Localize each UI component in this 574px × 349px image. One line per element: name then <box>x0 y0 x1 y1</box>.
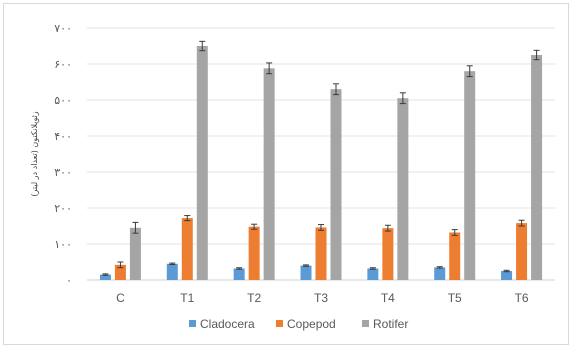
y-tick-label: ۲۰۰ <box>54 202 72 215</box>
x-tick-labels: C T1 T2 T3 T4 T5 T6 <box>116 291 529 305</box>
bar-copepod-c <box>114 264 126 280</box>
error-bar <box>518 219 525 227</box>
legend-label: Copepod <box>287 317 336 331</box>
bar-cladocera-c <box>99 274 111 280</box>
x-tick-label: T3 <box>314 291 328 305</box>
error-bar <box>333 83 339 96</box>
legend-item-copepod: Copepod <box>276 317 336 331</box>
legend-item-rotifer: Rotifer <box>362 317 408 331</box>
legend-swatch <box>189 320 196 327</box>
bar-rotifer-t1 <box>196 46 208 280</box>
x-tick-label: C <box>116 291 125 305</box>
y-tick-labels: ۰ ۱۰۰ ۲۰۰ ۳۰۰ ۴۰۰ ۵۰۰ ۶۰۰ ۷۰۰ <box>54 22 72 287</box>
legend-label: Cladocera <box>200 317 255 331</box>
x-tick-label: T2 <box>247 291 261 305</box>
y-tick-label: ۷۰۰ <box>54 22 72 35</box>
error-bar <box>451 229 458 236</box>
y-tick-label: ۶۰۰ <box>54 58 72 71</box>
error-bar <box>384 224 391 232</box>
y-tick-label: ۵۰۰ <box>54 94 72 107</box>
error-bar <box>533 49 540 61</box>
y-tick-label: ۴۰۰ <box>54 130 72 143</box>
y-tick-label: ۱۰۰ <box>54 238 72 251</box>
error-bar <box>184 215 191 222</box>
y-axis-label: زئوپلانکتون (تعداد در لیتر) <box>30 111 39 196</box>
error-bar <box>399 92 406 105</box>
bar-copepod-t4 <box>382 228 394 280</box>
bar-cladocera-t3 <box>300 265 312 280</box>
legend-item-cladocera: Cladocera <box>189 317 255 331</box>
error-bar <box>169 262 176 266</box>
error-bar <box>266 62 273 75</box>
error-bar <box>199 40 206 52</box>
bar-copepod-t1 <box>181 218 193 280</box>
error-bar <box>102 273 109 276</box>
error-bar <box>303 264 309 267</box>
bar-copepod-t6 <box>516 223 528 280</box>
error-bar <box>117 261 124 269</box>
error-bar <box>318 224 324 231</box>
error-bar <box>503 269 510 273</box>
legend: Cladocera Copepod Rotifer <box>189 317 408 331</box>
x-tick-label: T5 <box>448 291 462 305</box>
legend-swatch <box>362 320 369 327</box>
error-bar <box>466 65 473 78</box>
gridlines <box>87 27 555 281</box>
legend-swatch <box>276 320 283 327</box>
error-bar <box>132 221 139 234</box>
error-bar <box>251 223 258 230</box>
bar-rotifer-t4 <box>397 98 409 280</box>
bar-rotifer-t2 <box>263 68 275 280</box>
bar-cladocera-t1 <box>166 263 178 280</box>
bar-cladocera-t5 <box>434 267 446 280</box>
error-bar <box>236 267 243 270</box>
bar-copepod-t2 <box>248 226 260 280</box>
error-bar <box>436 266 443 269</box>
y-tick-label: ۰ <box>66 274 72 287</box>
bar-rotifer-c <box>129 227 141 280</box>
error-bars <box>102 40 540 276</box>
error-bar <box>369 267 376 270</box>
bars <box>99 46 543 280</box>
x-tick-label: T4 <box>381 291 395 305</box>
x-tick-label: T1 <box>180 291 194 305</box>
legend-label: Rotifer <box>373 317 408 331</box>
bar-cladocera-t6 <box>501 271 513 280</box>
y-tick-label: ۳۰۰ <box>54 166 72 179</box>
bar-cladocera-t2 <box>233 268 245 280</box>
bar-rotifer-t5 <box>464 71 476 280</box>
bar-cladocera-t4 <box>367 268 379 280</box>
bar-copepod-t3 <box>315 227 327 280</box>
x-tick-label: T6 <box>515 291 529 305</box>
bar-copepod-t5 <box>449 232 461 280</box>
bar-rotifer-t3 <box>330 89 342 280</box>
bar-rotifer-t6 <box>531 55 543 280</box>
